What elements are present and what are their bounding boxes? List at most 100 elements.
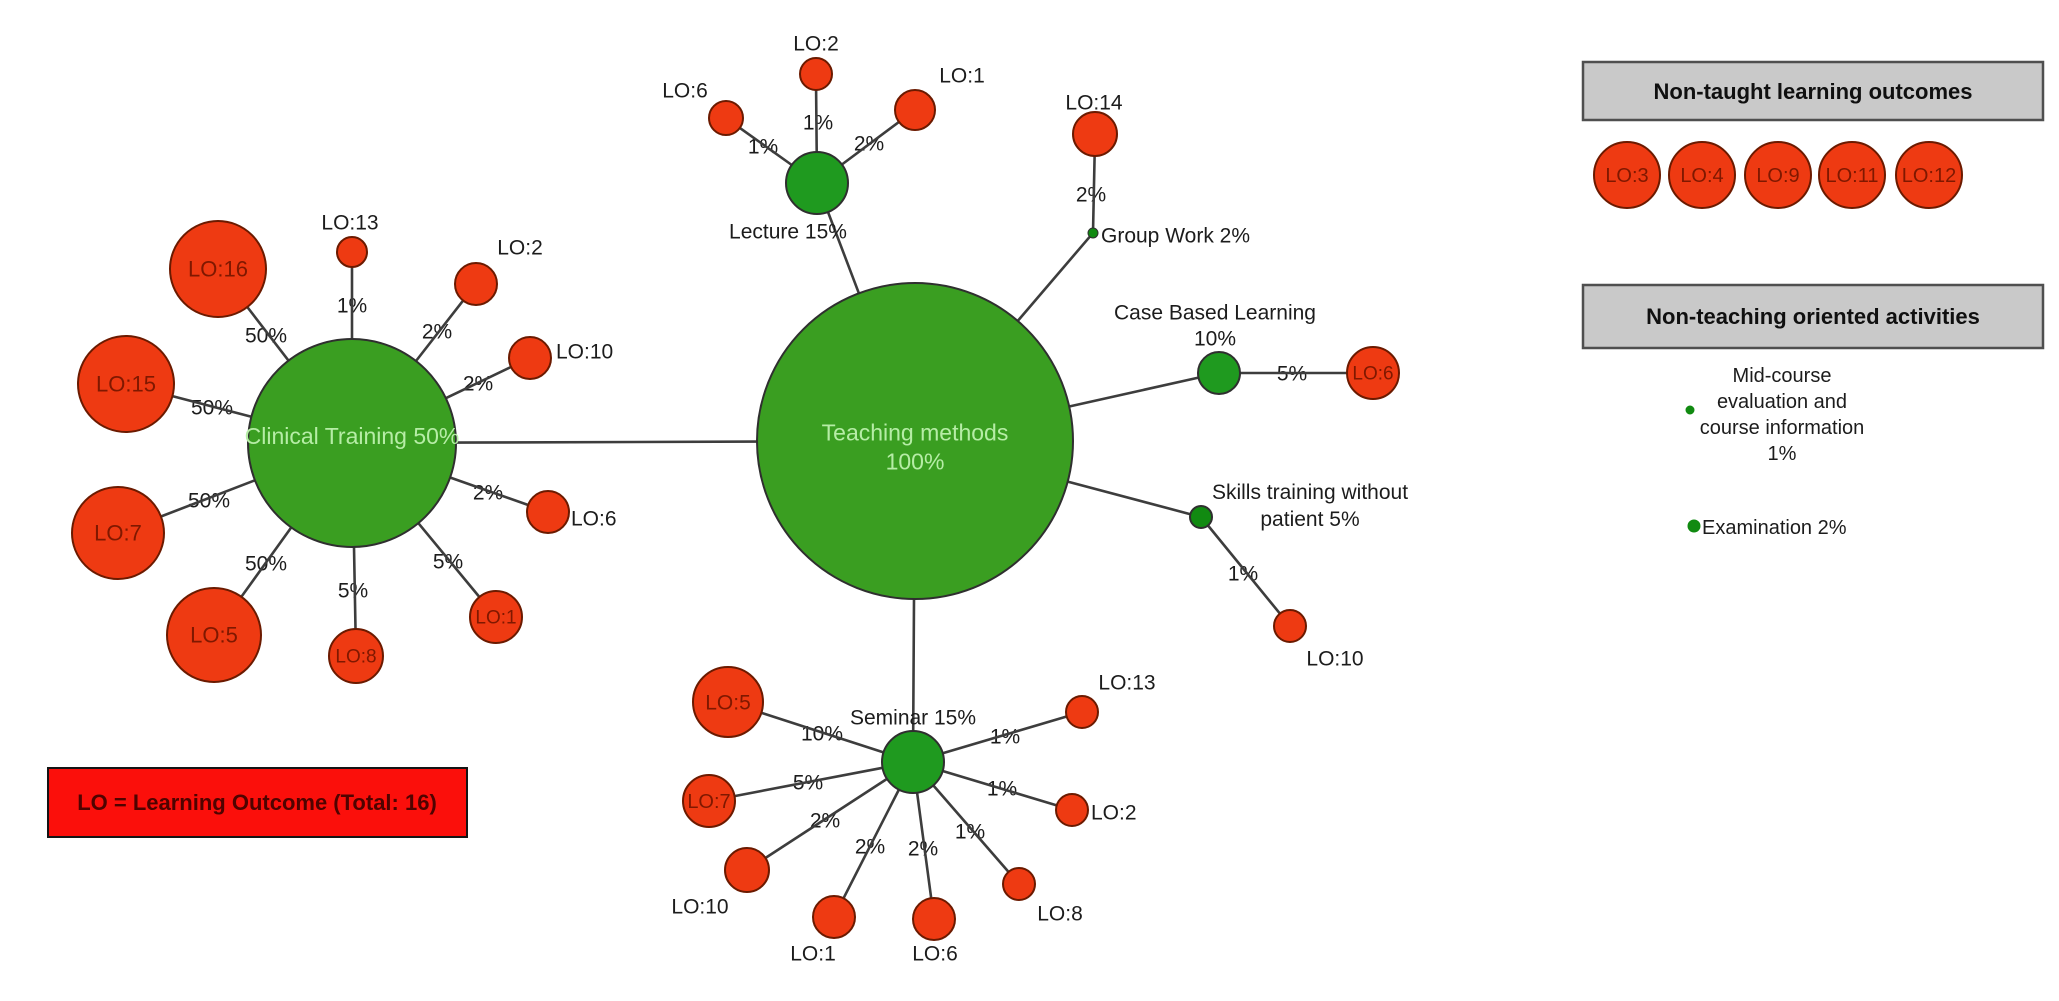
edge-label-seminar-seminar-lo13: 1% xyxy=(990,725,1020,748)
node-clinical-lo2 xyxy=(454,262,498,306)
node-clinical-training xyxy=(247,338,457,548)
non-taught-panel-title: Non-taught learning outcomes xyxy=(1654,79,1973,104)
node-label-clinical-lo1: LO:1 xyxy=(475,608,516,629)
node-label-seminar-lo5: LO:5 xyxy=(705,691,751,714)
node-skills-training xyxy=(1189,505,1213,529)
non-teaching-activity-items: Mid-course evaluation and course informati… xyxy=(1685,365,1865,539)
node-label-seminar-lo6: LO:6 xyxy=(912,942,958,965)
non-taught-label-lo3: LO:3 xyxy=(1605,165,1648,187)
edge-label-clinical-training-clinical-lo2: 2% xyxy=(422,320,452,343)
non-teaching-panel: Non-teaching oriented activities Mid-cou… xyxy=(1581,283,2045,539)
edge-label-clinical-training-clinical-lo15: 50% xyxy=(191,396,233,419)
non-taught-circle-lo12 xyxy=(1895,141,1963,209)
edge-lecture-lecture-lo1 xyxy=(840,120,901,166)
node-seminar-lo2 xyxy=(1055,793,1089,827)
examination-dot xyxy=(1687,519,1701,533)
mid-course-evaluation-dot xyxy=(1685,405,1695,415)
non-teaching-panel-title: Non-teaching oriented activities xyxy=(1646,304,1980,329)
node-case-based-learning xyxy=(1197,351,1241,395)
non-taught-circle-lo4 xyxy=(1668,141,1736,209)
node-label-seminar-lo7: LO:7 xyxy=(687,791,730,813)
edge-clinical-training-clinical-lo2 xyxy=(414,299,465,363)
node-label-clinical-lo8: LO:8 xyxy=(335,647,376,668)
non-taught-label-lo9: LO:9 xyxy=(1756,165,1799,187)
node-label-seminar-lo2: LO:2 xyxy=(1091,801,1137,824)
edge-seminar-seminar-lo8 xyxy=(931,784,1010,874)
edge-lecture-lecture-lo6 xyxy=(738,126,794,167)
node-clinical-lo1 xyxy=(469,590,523,644)
non-taught-label-lo4: LO:4 xyxy=(1680,165,1723,187)
node-label-group-work: Group Work 2% xyxy=(1101,224,1250,247)
edge-seminar-seminar-lo10 xyxy=(764,777,889,860)
node-label-clinical-training: Clinical Training 50% xyxy=(245,423,460,449)
edge-label-lecture-lecture-lo6: 1% xyxy=(748,135,778,158)
edge-teaching-methods-skills-training xyxy=(1066,480,1192,516)
node-label-lecture-lo2: LO:2 xyxy=(793,32,839,55)
node-label-seminar-lo13: LO:13 xyxy=(1098,671,1155,694)
edge-seminar-seminar-lo2 xyxy=(941,769,1058,807)
node-clinical-lo16 xyxy=(169,220,267,318)
node-label-seminar-lo8: LO:8 xyxy=(1037,902,1083,925)
node-label-clinical-lo16: LO:16 xyxy=(188,257,248,282)
node-teaching-methods xyxy=(756,282,1074,600)
edge-seminar-seminar-lo6 xyxy=(915,791,933,900)
node-seminar-lo6 xyxy=(912,897,956,941)
node-seminar-lo10 xyxy=(724,847,770,893)
node-label-group-work-lo14: LO:14 xyxy=(1065,91,1123,114)
edge-label-clinical-training-clinical-lo8: 5% xyxy=(338,579,368,602)
node-label-clinical-lo7: LO:7 xyxy=(94,521,142,546)
non-taught-circle-lo11 xyxy=(1818,141,1886,209)
non-taught-panel: Non-taught learning outcomes LO:3 LO:4 LO:… xyxy=(1581,60,2045,209)
node-seminar-lo1 xyxy=(812,895,856,939)
node-clinical-lo5 xyxy=(166,587,262,683)
node-label-teaching-methods: Teaching methods 100% xyxy=(822,420,1009,475)
edge-seminar-seminar-lo1 xyxy=(842,788,901,900)
node-seminar xyxy=(881,730,945,794)
node-label-clinical-lo5: LO:5 xyxy=(190,623,238,648)
non-taught-header-box xyxy=(1581,60,2045,122)
edge-seminar-seminar-lo7 xyxy=(733,766,884,798)
node-label-clinical-lo15: LO:15 xyxy=(96,372,156,397)
node-label-skills-training: Skills training without patient 5% xyxy=(1212,481,1408,531)
node-label-case-based-lo6: LO:6 xyxy=(1352,364,1393,385)
edge-seminar-seminar-lo5 xyxy=(759,711,885,754)
node-label-case-based-learning: Case Based Learning 10% xyxy=(1114,301,1316,350)
non-taught-outcome-circles: LO:3 LO:4 LO:9 LO:11 LO:12 xyxy=(1593,141,1963,209)
node-lecture-lo2 xyxy=(799,57,833,91)
node-seminar-lo8 xyxy=(1002,867,1036,901)
edge-label-clinical-training-clinical-lo6: 2% xyxy=(473,481,503,504)
node-lecture-lo1 xyxy=(894,89,936,131)
edge-teaching-methods-seminar xyxy=(911,597,916,733)
edge-label-seminar-seminar-lo5: 10% xyxy=(801,722,843,745)
edge-label-clinical-training-clinical-lo16: 50% xyxy=(245,324,287,347)
edge-clinical-training-clinical-lo6 xyxy=(448,476,530,507)
mid-course-evaluation-label: Mid-course evaluation and course informati… xyxy=(1700,365,1865,465)
edge-clinical-training-clinical-lo7 xyxy=(159,478,257,518)
node-label-seminar-lo10: LO:10 xyxy=(671,895,728,918)
node-lecture-lo6 xyxy=(708,100,744,136)
node-clinical-lo7 xyxy=(71,486,165,580)
edge-label-lecture-lecture-lo2: 1% xyxy=(803,111,833,134)
node-label-clinical-lo2: LO:2 xyxy=(497,236,543,259)
edge-label-group-work-group-work-lo14: 2% xyxy=(1076,183,1106,206)
node-lecture xyxy=(785,151,849,215)
node-label-lecture-lo6: LO:6 xyxy=(662,79,708,102)
node-label-skills-lo10: LO:10 xyxy=(1306,647,1363,670)
legend-box xyxy=(47,767,468,838)
node-case-based-lo6 xyxy=(1346,346,1400,400)
edge-clinical-training-clinical-lo5 xyxy=(240,526,293,599)
node-clinical-lo8 xyxy=(328,628,384,684)
non-taught-circle-lo3 xyxy=(1593,141,1661,209)
edge-teaching-methods-clinical-training xyxy=(454,440,759,444)
node-label-lecture: Lecture 15% xyxy=(729,220,847,243)
node-clinical-lo6 xyxy=(526,490,570,534)
edge-lecture-lecture-lo2 xyxy=(814,88,819,154)
edge-percentage-labels: 1%1%2%50%1%2%2%50%50%50%5%5%2%10%5%2%2%2… xyxy=(188,111,1307,860)
non-teaching-header-box xyxy=(1581,283,2045,350)
examination-label: Examination 2% xyxy=(1702,517,1847,539)
node-seminar-lo7 xyxy=(682,774,736,828)
node-group-work xyxy=(1087,227,1099,239)
nodes xyxy=(71,57,1400,941)
edge-teaching-methods-group-work xyxy=(1016,235,1091,323)
